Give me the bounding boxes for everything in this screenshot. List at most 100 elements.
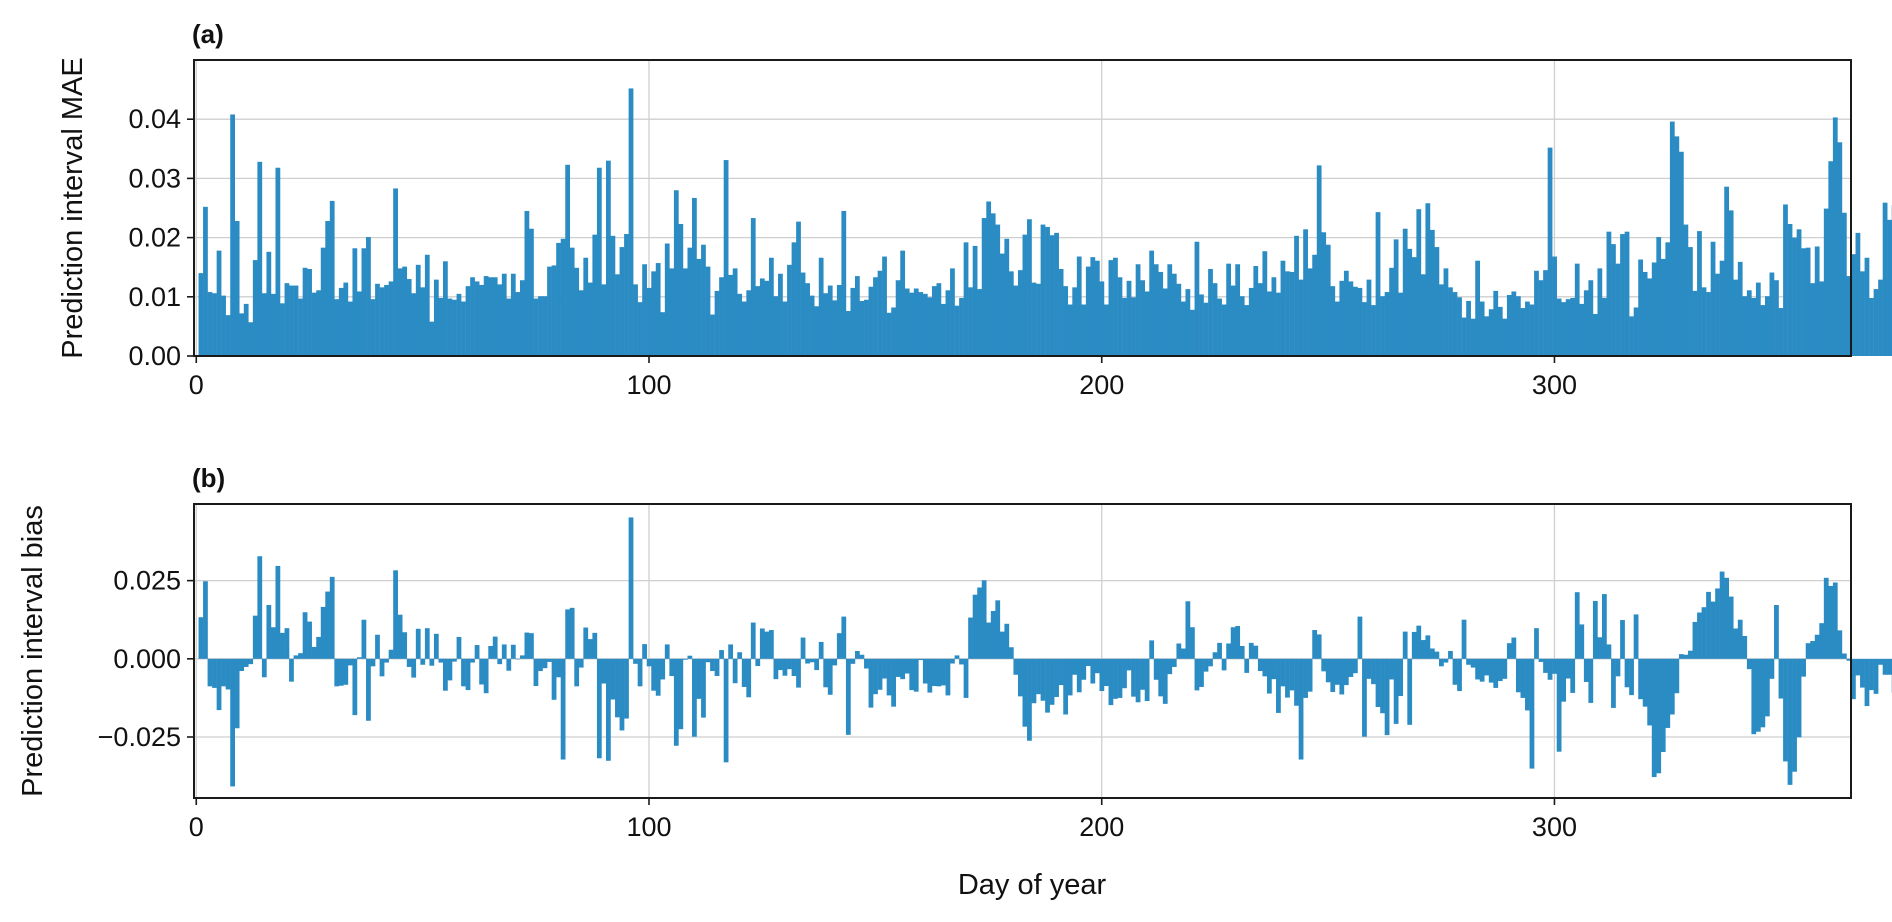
bar <box>1113 257 1118 356</box>
bar <box>1819 623 1825 659</box>
bar <box>1511 637 1517 659</box>
bar <box>289 658 294 682</box>
bar <box>1529 658 1535 769</box>
bar <box>1570 297 1576 356</box>
bar <box>1796 229 1802 356</box>
x-tick-label: 300 <box>1532 370 1577 400</box>
bar <box>628 517 634 659</box>
bar <box>556 242 561 356</box>
bar <box>1022 234 1028 356</box>
bar <box>1502 658 1508 679</box>
bar <box>578 290 584 356</box>
bar <box>248 658 254 665</box>
bar <box>221 658 226 687</box>
bar <box>1855 232 1861 356</box>
bar <box>529 228 534 356</box>
bar <box>796 221 801 356</box>
bar <box>1678 151 1684 356</box>
bar <box>393 188 398 356</box>
bar <box>800 637 806 659</box>
bar <box>1565 658 1571 679</box>
bar <box>787 264 792 356</box>
bar <box>411 293 417 356</box>
bar <box>1497 658 1503 682</box>
bar <box>1801 248 1806 356</box>
bar <box>999 631 1005 659</box>
bar <box>1298 279 1304 356</box>
bar <box>1094 658 1100 674</box>
bar <box>728 644 733 659</box>
bar <box>728 274 733 356</box>
bar <box>316 636 322 659</box>
panel-a-label: (a) <box>192 19 224 49</box>
bar <box>216 658 222 711</box>
bar <box>234 221 240 356</box>
bar <box>601 284 607 356</box>
bar <box>443 261 448 356</box>
bar <box>868 658 874 708</box>
bar <box>1525 301 1530 356</box>
bar <box>420 658 426 665</box>
bar <box>1529 304 1535 356</box>
bar <box>1611 244 1616 356</box>
bar <box>1248 642 1254 659</box>
bar <box>615 274 620 356</box>
panel-b: (b) 0 100 200 300 −0.025 0.000 0.025 Predicti… <box>17 463 1892 901</box>
bar <box>447 298 453 356</box>
bar <box>950 268 955 356</box>
bar <box>1488 658 1494 683</box>
bar <box>1135 264 1141 356</box>
bar <box>1769 658 1775 679</box>
bar <box>1013 658 1019 675</box>
bar <box>1402 631 1408 659</box>
bar <box>1746 290 1752 356</box>
bar <box>361 248 367 356</box>
bar <box>1452 658 1458 685</box>
bar <box>1371 658 1376 685</box>
bar <box>1452 292 1458 356</box>
bar <box>1715 273 1720 356</box>
bar <box>755 658 761 667</box>
bar <box>565 164 571 356</box>
bar <box>1103 304 1109 356</box>
bar <box>1389 658 1394 680</box>
bar <box>737 652 743 659</box>
bar <box>1669 658 1675 715</box>
bar <box>995 224 1001 356</box>
bar <box>1778 308 1784 356</box>
bar <box>587 282 593 356</box>
panel-b-y-axis-label: Prediction interval bias <box>17 505 49 797</box>
bar <box>1058 268 1064 356</box>
bar <box>1864 257 1870 356</box>
bar <box>1416 625 1422 659</box>
bar <box>524 210 530 356</box>
bar <box>773 296 779 356</box>
bar <box>796 658 801 688</box>
bar <box>1063 286 1069 356</box>
bar <box>1493 290 1499 356</box>
bar <box>347 658 353 666</box>
bar <box>1692 621 1698 659</box>
bar <box>1375 212 1381 356</box>
bar <box>660 312 666 356</box>
bar <box>913 288 919 356</box>
bar <box>719 277 724 356</box>
bar <box>1384 658 1390 736</box>
bar <box>334 658 340 687</box>
bar <box>1819 281 1825 356</box>
bar <box>750 622 756 659</box>
bar <box>841 210 847 356</box>
bar <box>501 273 507 356</box>
bar <box>873 277 878 356</box>
bar <box>1217 642 1222 659</box>
bar <box>402 266 408 356</box>
bar <box>216 250 222 356</box>
bar <box>338 287 344 356</box>
bar <box>488 646 494 659</box>
bar <box>275 167 281 356</box>
bar <box>610 235 616 356</box>
bar <box>1271 277 1277 356</box>
bar <box>1402 228 1408 356</box>
bar <box>1316 165 1322 356</box>
bar <box>633 284 638 356</box>
